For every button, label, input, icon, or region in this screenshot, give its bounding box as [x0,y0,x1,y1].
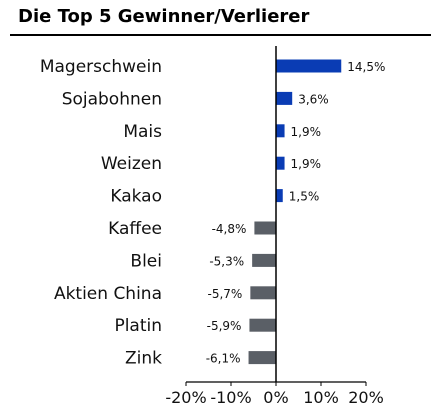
data-label: -5,9% [207,319,242,333]
category-label: Kakao [110,187,162,207]
bar [276,59,342,73]
x-tick-label: 10% [303,388,339,407]
x-tick-label: 0% [263,388,288,407]
bar [250,286,276,300]
bar [276,124,285,138]
category-label: Weizen [101,154,162,174]
category-label: Zink [125,349,162,369]
category-label: Blei [130,251,162,271]
title-rule [10,34,431,36]
bar [276,91,293,105]
data-label: -5,3% [209,254,244,268]
category-label: Kaffee [108,219,162,239]
x-tick-label: -10% [210,388,251,407]
data-label: -6,1% [206,352,241,366]
x-tick-label: -20% [165,388,206,407]
bar [252,253,276,267]
data-label: -4,8% [212,222,247,236]
data-label: 14,5% [347,60,385,74]
category-label: Aktien China [54,284,162,304]
category-label: Mais [123,122,162,142]
data-label: 1,9% [291,157,322,171]
category-label: Platin [114,316,162,336]
data-label: 1,9% [291,125,322,139]
chart-title: Die Top 5 Gewinner/Verlierer [18,6,310,27]
category-label: Sojabohnen [62,89,162,109]
data-label: 1,5% [289,190,320,204]
bar [249,318,276,332]
x-tick-label: 20% [348,388,384,407]
bar [248,351,276,365]
bar [254,221,276,235]
data-label: -5,7% [208,287,243,301]
bar [276,189,283,203]
data-label: 3,6% [298,92,329,106]
bar [276,156,285,170]
category-label: Magerschwein [40,57,162,77]
